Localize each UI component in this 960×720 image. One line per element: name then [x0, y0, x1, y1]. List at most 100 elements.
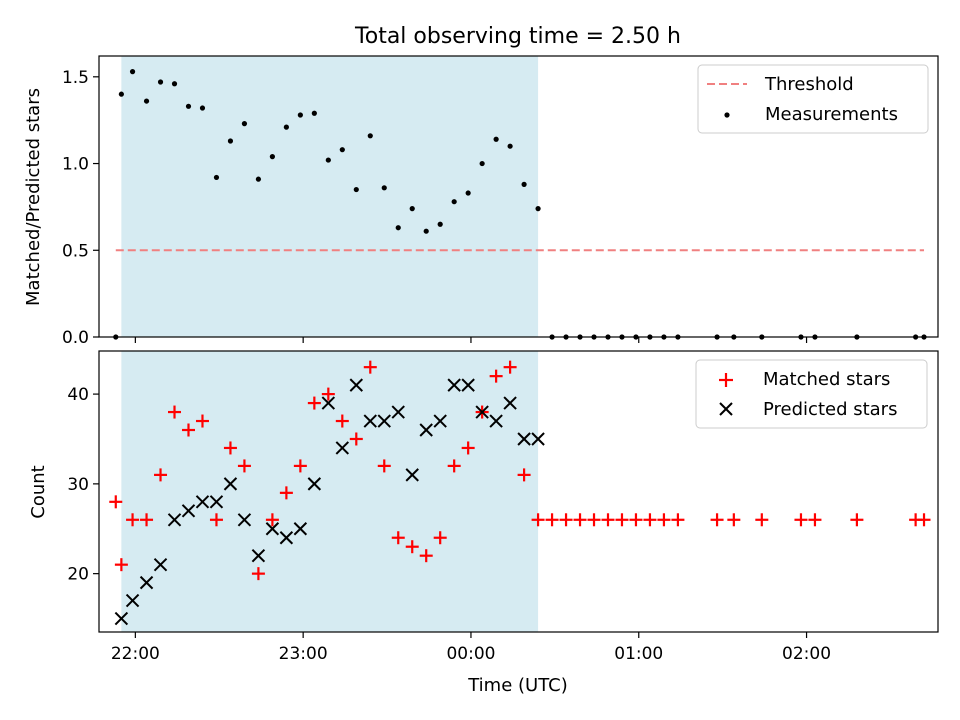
measurement-point	[521, 181, 527, 187]
measurement-point	[241, 121, 248, 127]
matched-star-marker	[279, 486, 293, 500]
top-y-tick-label: 0.5	[62, 241, 89, 261]
matched-star-marker	[808, 513, 822, 527]
predicted-star-marker	[293, 522, 308, 536]
matched-star-marker	[615, 513, 629, 527]
matched-star-marker	[321, 387, 335, 401]
measurement-point	[283, 124, 289, 130]
matched-star-marker	[447, 459, 461, 473]
matched-star-marker	[391, 531, 405, 545]
top-y-tick-label: 0.0	[62, 328, 89, 348]
predicted-star-marker	[181, 504, 196, 518]
measurement-point	[507, 143, 513, 149]
measurement-point	[423, 228, 429, 234]
matched-star-marker	[433, 531, 447, 545]
bottom-x-tick-label: 01:00	[614, 644, 663, 664]
predicted-star-marker-b	[475, 405, 489, 419]
predicted-star-marker-b	[237, 513, 252, 527]
predicted-star-marker-b	[209, 495, 224, 509]
bottom-y-tick-label: 30	[67, 475, 89, 495]
measurement-point	[297, 112, 303, 118]
bottom-legend-frame	[695, 359, 928, 429]
measurement-point	[465, 190, 471, 196]
matched-star-marker	[349, 432, 363, 446]
predicted-star-marker-b	[419, 423, 433, 437]
predicted-star-marker-b	[489, 414, 503, 428]
top-y-tick-label: 1.5	[62, 68, 89, 88]
predicted-star-marker	[503, 396, 517, 410]
matched-star-marker	[671, 513, 685, 527]
measurements-legend-label: Measurements	[765, 104, 898, 125]
matched-legend-marker	[719, 373, 733, 387]
bottom-y-ticks: 20 30 40	[67, 385, 99, 585]
predicted-star-marker	[279, 531, 294, 545]
matched-star-markers	[109, 360, 931, 581]
matched-star-marker	[181, 423, 195, 437]
bottom-y-axis-label: Count	[28, 465, 49, 518]
measurement-point	[311, 110, 317, 116]
predicted-star-marker-b	[125, 593, 140, 608]
x-axis-label: Time (UTC)	[467, 675, 568, 696]
matched-star-marker	[195, 414, 209, 428]
predicted-star-marker-b	[377, 414, 391, 428]
matched-star-marker	[109, 495, 123, 509]
matched-star-marker	[573, 513, 587, 527]
predicted-star-marker-b	[223, 477, 238, 491]
predicted-star-marker-b	[181, 504, 196, 518]
predicted-star-marker	[349, 378, 364, 392]
measurement-point	[227, 138, 234, 144]
matched-star-marker	[794, 513, 808, 527]
matched-star-marker	[140, 513, 154, 527]
matched-star-marker	[559, 513, 573, 527]
measurement-point	[185, 103, 192, 109]
predicted-star-marker-b	[433, 414, 447, 428]
matched-star-marker	[461, 441, 475, 455]
bottom-observing-window	[121, 351, 539, 632]
top-x-ticks	[134, 337, 808, 343]
matched-star-marker	[755, 513, 769, 527]
matched-star-marker	[601, 513, 615, 527]
matched-star-marker	[237, 459, 251, 473]
predicted-star-marker-b	[349, 378, 364, 392]
matched-star-marker	[419, 549, 433, 563]
predicted-star-marker-b	[363, 414, 377, 428]
matched-star-marker	[114, 558, 128, 572]
matched-star-marker	[335, 414, 349, 428]
matched-star-marker	[643, 513, 657, 527]
top-measurement-points	[113, 69, 927, 340]
measurement-point	[157, 79, 164, 85]
predicted-star-marker	[307, 477, 322, 491]
bottom-y-tick-label: 20	[67, 565, 89, 585]
predicted-star-marker	[447, 378, 461, 392]
predicted-star-marker	[321, 396, 336, 410]
measurement-point	[479, 160, 485, 167]
predicted-star-marker-b	[447, 378, 461, 392]
bottom-axes-frame	[98, 350, 939, 633]
bottom-legend: Matched stars Predicted stars	[695, 359, 928, 429]
predicted-star-marker-b	[517, 432, 531, 446]
predicted-star-marker-b	[391, 405, 405, 419]
predicted-star-marker	[391, 405, 405, 419]
matched-star-marker	[377, 459, 391, 473]
predicted-star-marker	[223, 477, 238, 491]
matched-star-marker	[710, 513, 724, 527]
predicted-star-marker-b	[503, 396, 517, 410]
measurement-point	[129, 69, 136, 75]
predicted-star-marker	[265, 522, 280, 536]
matched-star-marker	[657, 513, 671, 527]
matched-star-marker	[293, 459, 307, 473]
matched-star-marker	[168, 405, 182, 419]
matched-star-marker	[223, 441, 237, 455]
measurement-point	[381, 185, 387, 191]
predicted-star-marker	[153, 557, 168, 572]
predicted-star-marker-b	[139, 575, 154, 590]
measurement-point	[395, 225, 401, 231]
predicted-star-marker	[363, 414, 377, 428]
top-axes-frame	[98, 55, 939, 338]
measurement-point	[353, 186, 359, 193]
top-panel: 0.0 0.5 1.0 1.5 Matched/Predicted stars Thr…	[23, 55, 939, 348]
top-observing-window	[121, 56, 539, 337]
matched-star-marker	[489, 369, 503, 383]
predicted-star-marker-b	[531, 432, 545, 446]
